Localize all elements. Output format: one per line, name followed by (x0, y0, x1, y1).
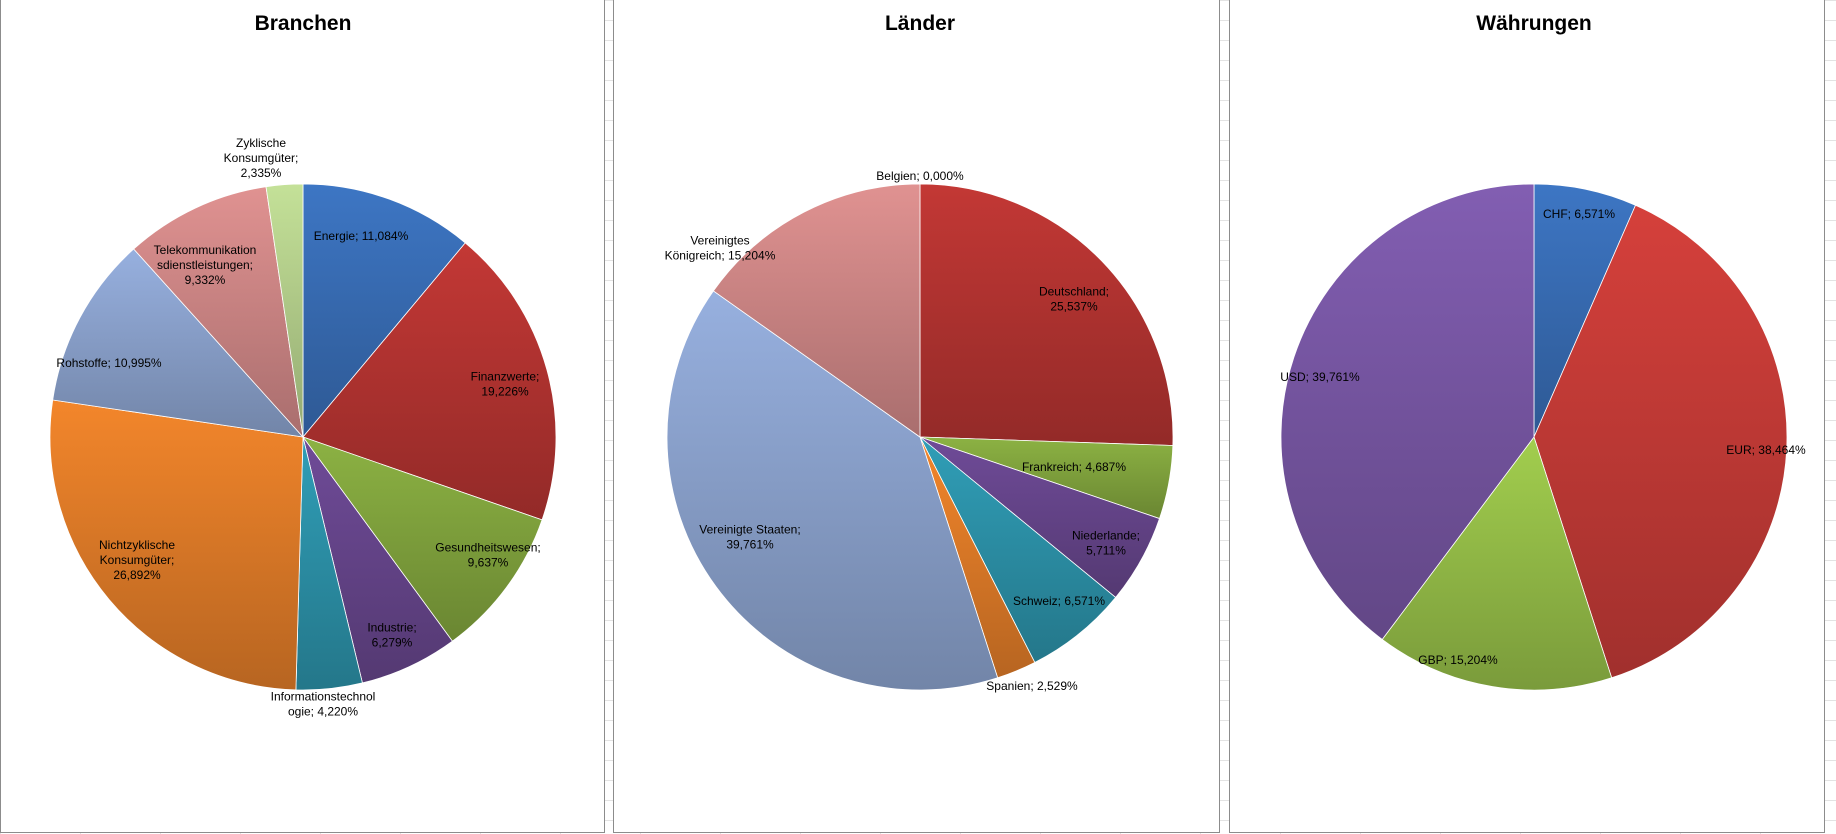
data-label-vereinigtes: Vereinigtes Königreich; 15,204% (665, 234, 776, 263)
pie-slice-telekommunikation[interactable] (133, 186, 304, 439)
pie-slice-zyklische[interactable] (265, 183, 304, 438)
data-label-industrie: Industrie; 6,279% (367, 621, 416, 650)
chart-title: Länder (885, 12, 955, 35)
pie-slice-nichtzyklische[interactable] (49, 399, 304, 691)
data-label-rohstoffe: Rohstoffe; 10,995% (56, 356, 162, 370)
pie-slice-rohstoffe[interactable] (52, 248, 305, 438)
chart-branchen-svg: Branchen Energie; 11,084% Finanzwerte; 19,2… (49, 12, 557, 719)
data-label-usd: USD; 39,761% (1280, 370, 1360, 384)
pie-slice-finanzwerte[interactable] (302, 242, 557, 521)
chart-branchen[interactable]: Branchen Energie; 11,084% Finanzwerte; 19,2… (0, 0, 605, 833)
data-label-gesundheitswesen: Gesundheitswesen; 9,637% (435, 541, 540, 570)
pie-slice-vereinigtes[interactable] (712, 183, 921, 438)
data-label-nichtzyklische: Nichtzyklische Konsumgüter; 26,892% (99, 538, 175, 582)
pie-slice-energie[interactable] (302, 183, 466, 439)
pie-slice-deutschland[interactable] (919, 183, 1174, 446)
data-label-vereinigte-staaten: Vereinigte Staaten; 39,761% (699, 523, 800, 552)
data-label-telekommunikation: Telekommunikation sdienstleistungen; 9,332… (154, 243, 257, 287)
data-label-zyklische: Zyklische Konsumgüter; 2,335% (224, 136, 299, 180)
data-label-chf: CHF; 6,571% (1543, 207, 1615, 221)
data-label-eur: EUR; 38,464% (1726, 443, 1806, 457)
data-label-informationstechnol: Informationstechnol ogie; 4,220% (271, 690, 376, 719)
data-label-deutschland: Deutschland; 25,537% (1039, 285, 1109, 314)
chart-laender[interactable]: Länder Belgien; 0,000% Deutschland; 25,537%… (613, 0, 1220, 833)
chart-waehrungen-svg: Währungen CHF; 6,571% EUR; 38,464% GBP; 15,… (1280, 12, 1806, 691)
data-label-finanzwerte: Finanzwerte; 19,226% (471, 370, 540, 399)
data-label-frankreich: Frankreich; 4,687% (1022, 460, 1126, 474)
chart-title: Branchen (255, 12, 352, 35)
data-label-gbp: GBP; 15,204% (1418, 653, 1498, 667)
chart-waehrungen[interactable]: Währungen CHF; 6,571% EUR; 38,464% GBP; 15,… (1229, 0, 1825, 833)
data-label-spanien: Spanien; 2,529% (986, 679, 1078, 693)
chart-title: Währungen (1476, 12, 1592, 35)
pie-slice-gbp[interactable] (1381, 436, 1613, 691)
pie-slice-usd[interactable] (1280, 183, 1535, 640)
pie-slice-gesundheitswesen[interactable] (301, 436, 543, 642)
data-label-schweiz: Schweiz; 6,571% (1013, 594, 1105, 608)
data-label-energie: Energie; 11,084% (314, 229, 409, 243)
chart-laender-svg: Länder Belgien; 0,000% Deutschland; 25,537%… (665, 12, 1174, 693)
data-label-niederlande: Niederlande; 5,711% (1072, 529, 1140, 558)
data-label-belgien: Belgien; 0,000% (876, 169, 964, 183)
pie-slice-vereinigte-staaten[interactable] (666, 290, 999, 691)
pie-slice-eur[interactable] (1533, 204, 1788, 679)
